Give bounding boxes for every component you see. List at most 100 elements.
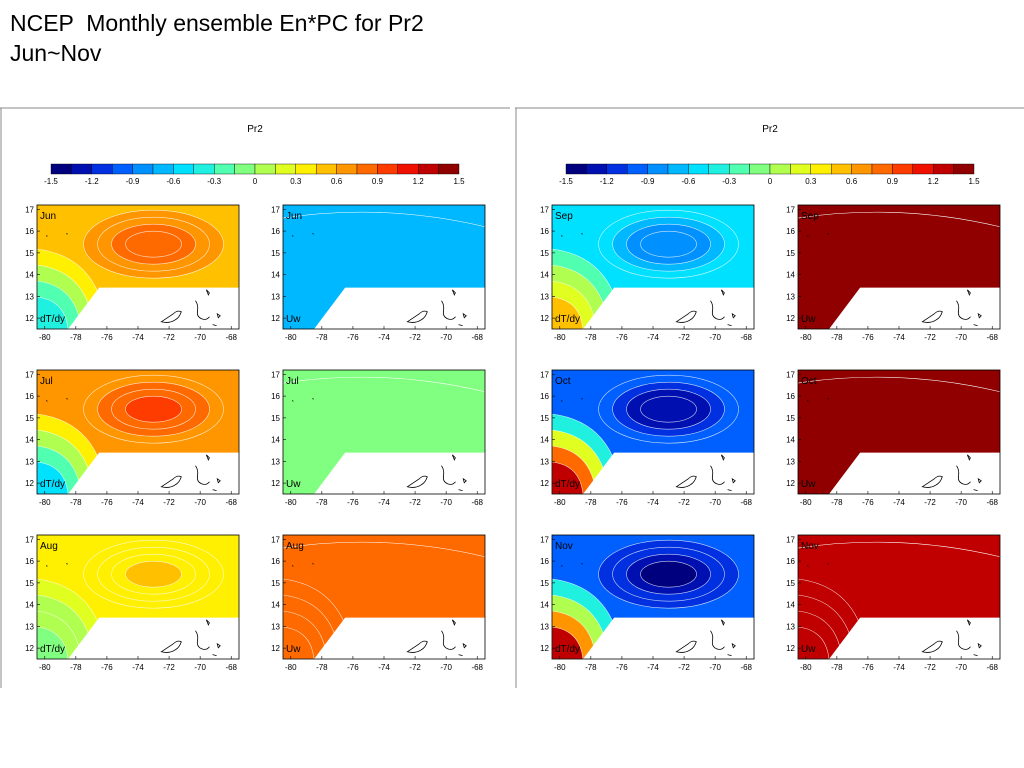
x-tick-label: -74 bbox=[378, 333, 390, 342]
y-tick-label: 16 bbox=[271, 227, 280, 236]
colorbar-cell bbox=[647, 163, 669, 175]
colorbar-tick-label: 0.3 bbox=[290, 177, 302, 186]
y-tick-label: 12 bbox=[540, 314, 549, 323]
colorbar-cell bbox=[851, 163, 873, 175]
x-tick-label: -78 bbox=[70, 498, 82, 507]
coastline bbox=[956, 300, 971, 320]
contour-level bbox=[125, 395, 182, 423]
x-tick-label: -72 bbox=[924, 333, 936, 342]
colorbar-tick-label: -1.2 bbox=[600, 177, 614, 186]
y-tick-label: 12 bbox=[271, 644, 280, 653]
y-tick-label: 13 bbox=[25, 292, 34, 301]
island bbox=[205, 619, 221, 657]
x-tick-label: -72 bbox=[924, 498, 936, 507]
contour-line bbox=[797, 541, 1001, 558]
x-tick-label: -78 bbox=[316, 663, 328, 672]
y-tick-label: 12 bbox=[25, 644, 34, 653]
colorbar-cell bbox=[234, 163, 256, 175]
x-tick-label: -68 bbox=[986, 663, 998, 672]
y-tick-label: 15 bbox=[25, 579, 34, 588]
x-tick-label: -70 bbox=[440, 333, 452, 342]
panel-field-label: Uw bbox=[286, 644, 301, 655]
colorbar-cell bbox=[790, 163, 812, 175]
x-tick-label: -80 bbox=[800, 498, 812, 507]
colorbar-tick-label: 0.6 bbox=[846, 177, 858, 186]
x-tick-label: -68 bbox=[986, 333, 998, 342]
y-tick-label: 12 bbox=[786, 479, 795, 488]
colorbar-cell bbox=[688, 163, 710, 175]
colorbar-cell bbox=[275, 163, 296, 175]
panel-jul-dtdy: -80 -78 -76 -74 -72 -70 -68 17 16 15 14 13 12 Jul dT/d… bbox=[25, 369, 240, 507]
y-tick-label: 16 bbox=[271, 557, 280, 566]
panel-field-label: Uw bbox=[286, 314, 301, 325]
colorbar-cell bbox=[586, 163, 608, 175]
x-tick-label: -78 bbox=[831, 333, 843, 342]
colorbar-tick-label: -1.5 bbox=[559, 177, 573, 186]
x-tick-label: -76 bbox=[616, 663, 628, 672]
colorbar-cell bbox=[152, 163, 174, 175]
contour-line bbox=[282, 211, 486, 228]
island bbox=[807, 232, 829, 237]
y-tick-label: 14 bbox=[786, 271, 795, 280]
x-tick-label: -80 bbox=[39, 663, 51, 672]
figure-title: Pr2 bbox=[247, 124, 263, 135]
y-tick-label: 17 bbox=[271, 535, 280, 544]
x-tick-label: -70 bbox=[709, 333, 721, 342]
colorbar-cell bbox=[254, 163, 276, 175]
x-tick-label: -72 bbox=[409, 333, 421, 342]
panel-field-label: Uw bbox=[801, 644, 816, 655]
x-tick-label: -72 bbox=[678, 333, 690, 342]
y-tick-label: 16 bbox=[786, 557, 795, 566]
x-tick-label: -68 bbox=[740, 498, 752, 507]
y-tick-label: 15 bbox=[25, 414, 34, 423]
coastline bbox=[956, 465, 971, 485]
x-tick-label: -72 bbox=[678, 663, 690, 672]
y-tick-label: 15 bbox=[540, 414, 549, 423]
island bbox=[807, 562, 829, 567]
x-tick-label: -72 bbox=[924, 663, 936, 672]
y-tick-label: 17 bbox=[540, 535, 549, 544]
y-tick-label: 16 bbox=[271, 392, 280, 401]
coastline bbox=[406, 310, 428, 323]
island bbox=[561, 397, 583, 402]
island bbox=[561, 232, 583, 237]
x-tick-label: -76 bbox=[101, 663, 113, 672]
y-tick-label: 12 bbox=[271, 314, 280, 323]
coastline bbox=[921, 475, 943, 488]
colorbar-cell bbox=[627, 163, 648, 175]
x-tick-label: -68 bbox=[225, 333, 237, 342]
y-tick-label: 12 bbox=[271, 479, 280, 488]
x-tick-label: -80 bbox=[554, 333, 566, 342]
panel-nov-uw: -80 -78 -76 -74 -72 -70 -68 17 16 15 14 13 12 Nov Uw bbox=[786, 534, 1001, 672]
contour-line bbox=[797, 211, 1001, 228]
y-tick-label: 13 bbox=[540, 292, 549, 301]
coastline bbox=[160, 310, 182, 323]
y-tick-label: 16 bbox=[540, 392, 549, 401]
island bbox=[966, 454, 982, 492]
y-tick-label: 14 bbox=[786, 601, 795, 610]
y-tick-label: 14 bbox=[540, 271, 549, 280]
coastline bbox=[160, 475, 182, 488]
x-tick-label: -72 bbox=[678, 498, 690, 507]
land-mask bbox=[583, 617, 754, 659]
colorbar-tick-label: 1.2 bbox=[928, 177, 940, 186]
y-tick-label: 12 bbox=[25, 314, 34, 323]
colorbar-cell bbox=[397, 163, 419, 175]
y-tick-label: 13 bbox=[25, 457, 34, 466]
colorbar-cell bbox=[295, 163, 317, 175]
y-tick-label: 13 bbox=[786, 292, 795, 301]
land-mask bbox=[829, 617, 1000, 659]
x-tick-label: -76 bbox=[347, 663, 359, 672]
panel-nov-dtdy: -80 -78 -76 -74 -72 -70 -68 17 16 15 14 13 12 Nov dT/d… bbox=[540, 534, 755, 672]
panel-jul-uw: -80 -78 -76 -74 -72 -70 -68 17 16 15 14 13 12 Jul Uw bbox=[271, 369, 486, 507]
y-tick-label: 13 bbox=[786, 457, 795, 466]
colorbar-cell bbox=[132, 163, 154, 175]
x-tick-label: -80 bbox=[285, 333, 297, 342]
x-tick-label: -78 bbox=[585, 498, 597, 507]
x-tick-label: -70 bbox=[955, 498, 967, 507]
y-tick-label: 12 bbox=[540, 644, 549, 653]
panel-jun-uw: -80 -78 -76 -74 -72 -70 -68 17 16 15 14 13 12 Jun Uw bbox=[271, 204, 486, 342]
colorbar-cell bbox=[708, 163, 730, 175]
coastline bbox=[441, 465, 456, 485]
